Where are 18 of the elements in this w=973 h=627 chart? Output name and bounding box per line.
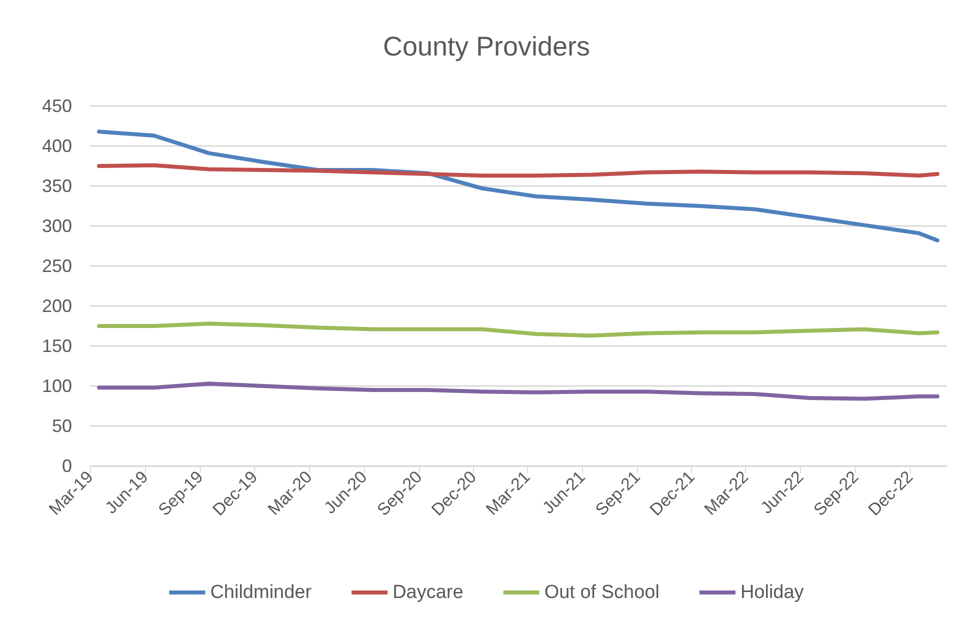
y-tick-label: 0 [62, 456, 72, 476]
line-series [96, 163, 940, 178]
y-tick-label: 400 [42, 136, 72, 156]
y-tick-label: 200 [42, 296, 72, 316]
legend-label: Daycare [392, 582, 464, 603]
y-tick-label: 150 [42, 336, 72, 356]
legend-label: Out of School [544, 582, 660, 603]
line-series [96, 322, 940, 338]
legend-label: Holiday [740, 582, 804, 603]
legend-label: Childminder [210, 582, 312, 603]
y-tick-label: 250 [42, 256, 72, 276]
y-tick-label: 450 [42, 96, 72, 116]
y-tick-label: 350 [42, 176, 72, 196]
y-tick-label: 300 [42, 216, 72, 236]
line-series [96, 382, 940, 401]
y-tick-label: 100 [42, 376, 72, 396]
y-tick-label: 50 [52, 416, 72, 436]
chart-title: County Providers [382, 32, 590, 62]
